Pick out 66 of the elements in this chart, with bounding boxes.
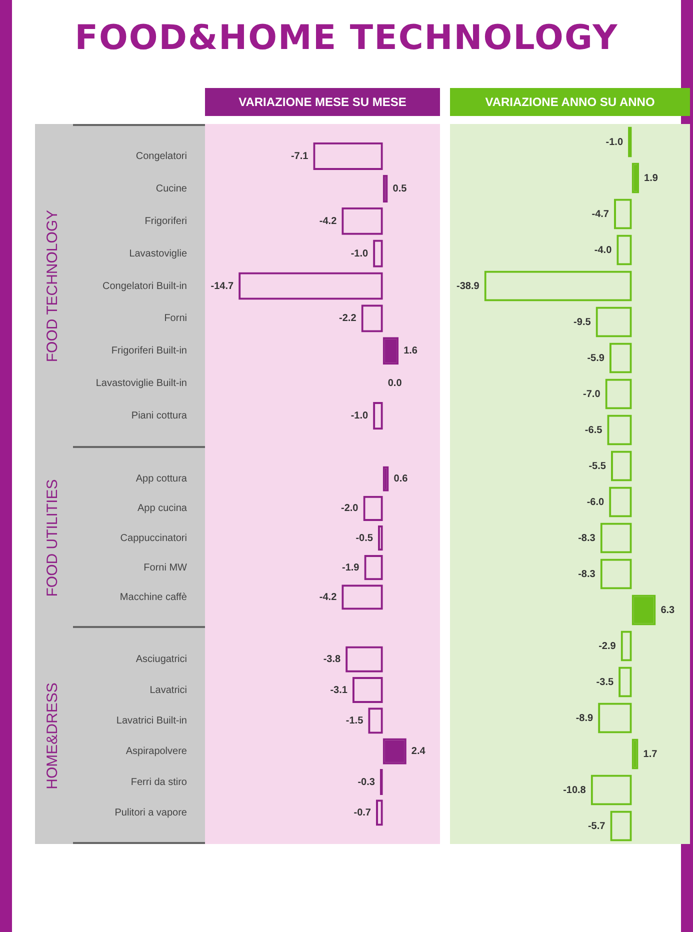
data-label: 0.6 (394, 474, 408, 485)
data-label: 1.6 (404, 346, 418, 357)
data-label: -1.0 (350, 248, 368, 260)
y-tick-label: Forni (164, 313, 187, 324)
data-label: -1.5 (346, 715, 364, 726)
data-label: -8.3 (578, 568, 596, 580)
y-tick-label: App cucina (138, 503, 188, 514)
y-axis-title: HOME&DRESS (44, 682, 62, 790)
data-label: -4.0 (594, 244, 612, 256)
data-label: -6.5 (584, 424, 603, 436)
y-tick-label: Lavastoviglie (129, 248, 188, 260)
data-label: -5.7 (588, 820, 606, 832)
data-label: -4.2 (319, 216, 338, 227)
data-label: 0.5 (392, 183, 408, 194)
data-label: -0.7 (354, 807, 372, 818)
data-label: 6.3 (660, 604, 676, 616)
y-tick-label: Frigoriferi Built-in (111, 346, 187, 357)
data-label: -4.2 (319, 592, 338, 603)
y-axis-title: FOOD UTILITIES (44, 479, 62, 597)
data-label: -2.9 (598, 640, 616, 652)
chart-subtitle: VARIAZIONE MESE SU MESE (205, 88, 440, 116)
chart-title: FOOD&HOME TECHNOLOGY (74, 18, 620, 58)
data-label: -3.8 (323, 654, 342, 666)
data-label: -1.0 (606, 136, 624, 148)
y-tick-label: App cottura (136, 474, 188, 485)
data-label: -7.1 (290, 150, 309, 162)
data-label: 1.7 (643, 748, 658, 760)
data-label: -3.5 (596, 676, 614, 688)
y-tick-label: Piani cottura (131, 410, 188, 422)
data-label: 1.9 (644, 172, 658, 184)
y-tick-label: Cappuccinatori (120, 532, 187, 544)
y-tick-label: Lavatrici Built-in (116, 715, 187, 726)
data-label: -1.0 (350, 410, 368, 422)
data-label: -4.7 (592, 208, 610, 220)
data-label: -38.9 (456, 280, 480, 292)
data-label: -8.3 (578, 532, 596, 544)
y-tick-label: Lavastoviglie Built-in (96, 378, 187, 390)
data-label: -7.0 (583, 388, 601, 400)
y-axis-title: FOOD TECHNOLOGY (44, 210, 62, 362)
data-label: -6.0 (586, 496, 604, 508)
data-label: -0.5 (356, 532, 374, 544)
data-label: -5.9 (587, 352, 605, 364)
y-tick-label: Aspirapolvere (126, 746, 188, 758)
data-label: -0.3 (358, 776, 376, 788)
y-tick-label: Asciugatrici (136, 654, 187, 666)
data-label: -5.5 (588, 460, 606, 472)
y-tick-label: Frigoriferi (144, 216, 187, 227)
data-label: -10.8 (563, 784, 586, 796)
data-label: -2.0 (341, 503, 359, 514)
data-label: -9.5 (574, 316, 592, 328)
y-tick-label: Congelatori (136, 150, 187, 162)
data-label: -3.1 (330, 684, 348, 696)
y-tick-label: Pulitori a vapore (114, 807, 188, 818)
y-tick-label: Congelatori Built-in (102, 280, 187, 292)
y-tick-label: Macchine caffè (120, 592, 188, 603)
y-tick-label: Ferri da stiro (130, 776, 188, 788)
data-label: -1.9 (342, 562, 360, 574)
data-label: -8.9 (576, 712, 594, 724)
data-label: 0.0 (388, 378, 402, 390)
chart-subtitle: VARIAZIONE ANNO SU ANNO (450, 88, 690, 116)
y-tick-label: Forni MW (144, 562, 188, 574)
data-label: 2.4 (411, 746, 426, 758)
y-tick-label: Cucine (156, 183, 188, 194)
y-tick-label: Lavatrici (150, 684, 187, 696)
data-label: -2.2 (339, 313, 357, 324)
data-label: -14.7 (210, 280, 234, 292)
